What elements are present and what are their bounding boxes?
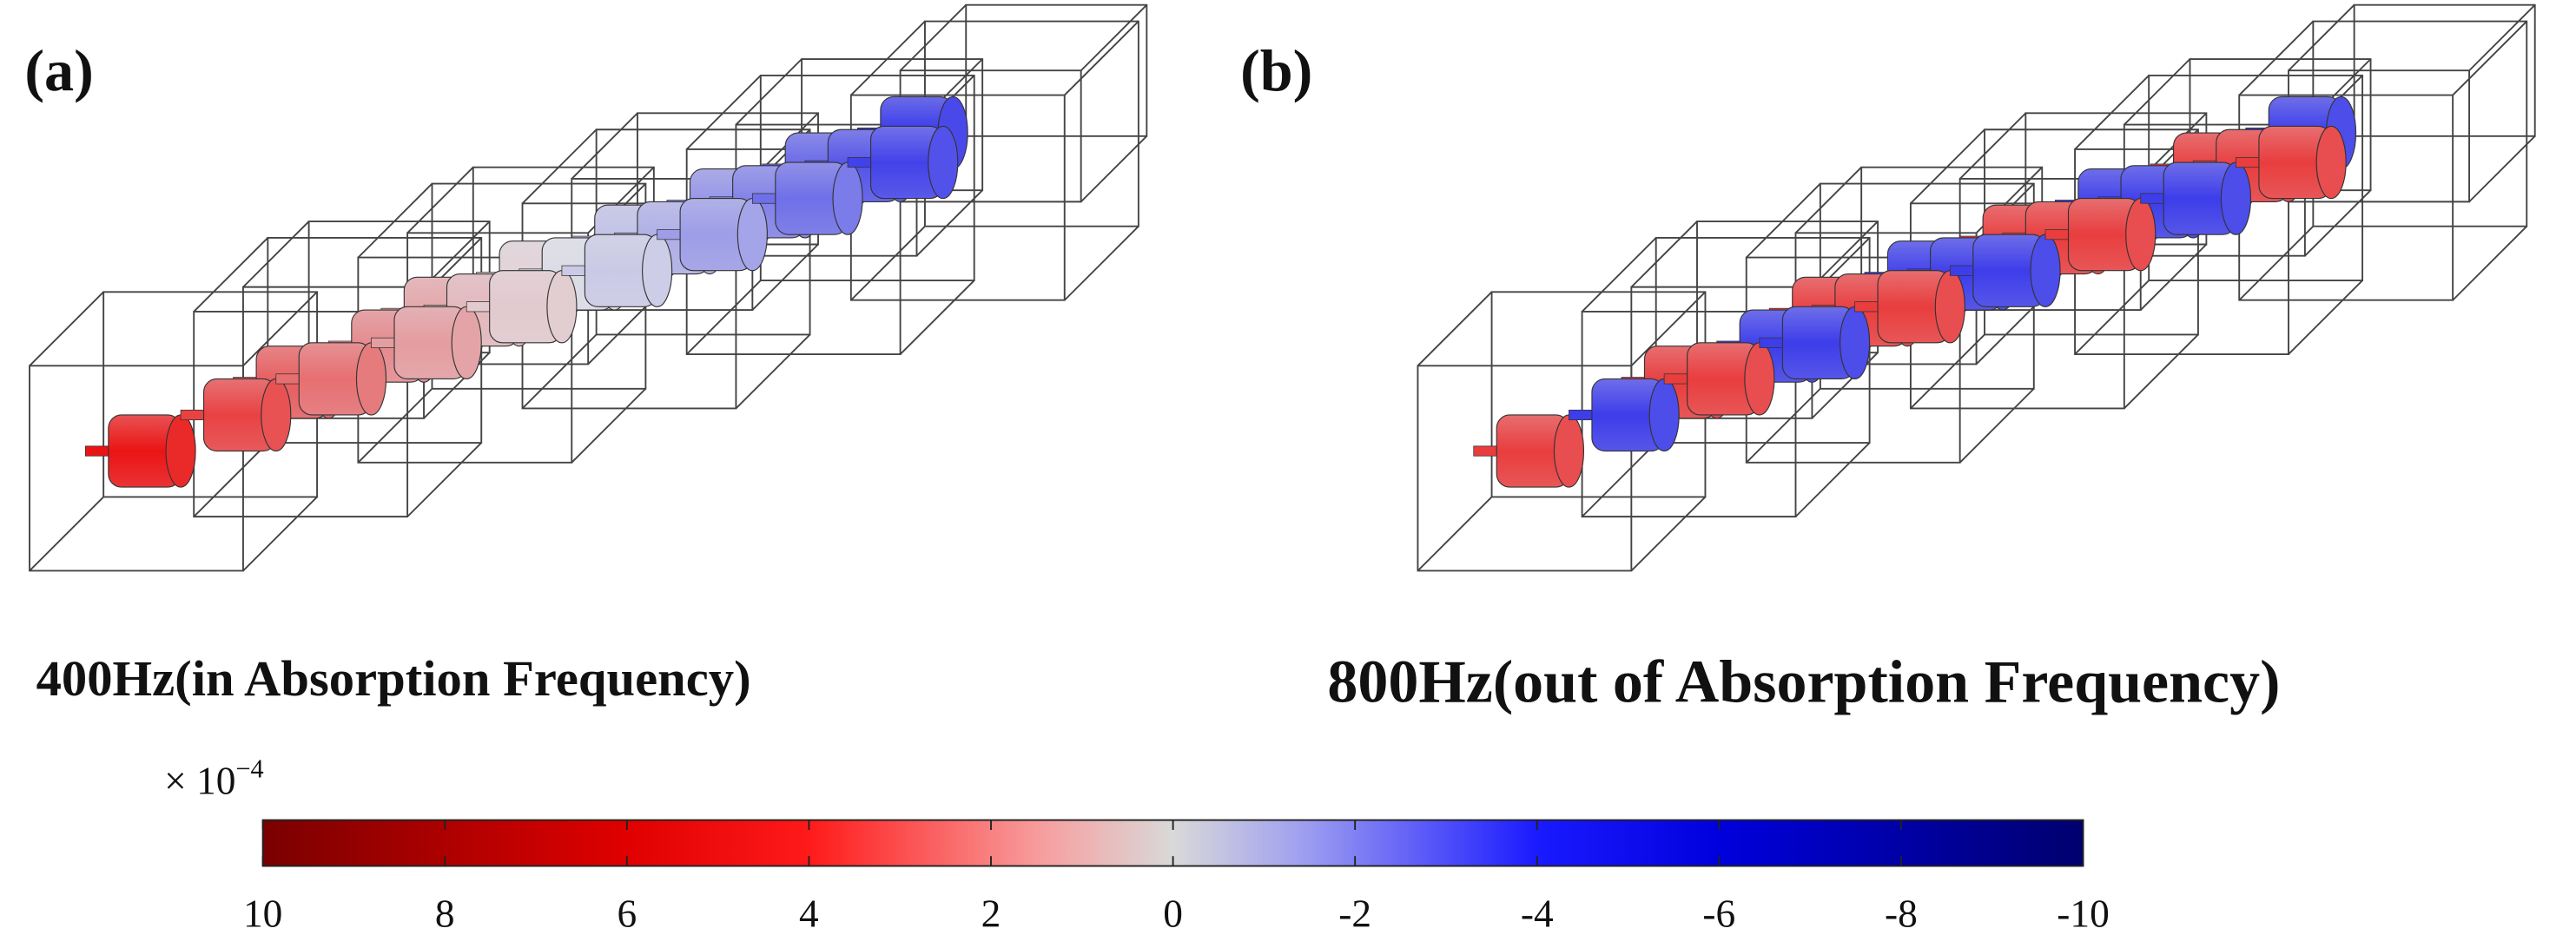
- cylinder-cap: [451, 306, 482, 379]
- cylinder-cap: [355, 342, 387, 416]
- cylinder-cap: [832, 161, 863, 235]
- cylinder-cap: [642, 234, 673, 307]
- simulation-views: [29, 3, 2536, 572]
- tick-label: -4: [1521, 892, 1554, 935]
- tick-label: 4: [799, 892, 819, 935]
- panel-view: [29, 3, 1148, 572]
- cylinder-cap: [2315, 125, 2347, 200]
- multiplier-exponent: −4: [235, 754, 263, 784]
- tick-label: 0: [1163, 892, 1183, 935]
- tick-label: -6: [1702, 892, 1735, 935]
- tick-label: -10: [2057, 892, 2110, 935]
- panel-label: (a): [24, 37, 93, 103]
- panel-label: (b): [1240, 37, 1312, 103]
- cylinder-cap: [165, 414, 196, 488]
- cylinder-cap: [1553, 414, 1585, 488]
- cylinder-cap: [1934, 270, 1965, 344]
- tick-label: 6: [617, 892, 637, 935]
- tick-label: -2: [1338, 892, 1371, 935]
- panel-view: [1417, 3, 2536, 572]
- cylinder-cap: [1840, 306, 1871, 379]
- cylinder-cap: [546, 270, 578, 344]
- cylinder-cap: [2220, 161, 2252, 235]
- cell-box: [849, 20, 1139, 301]
- tick-label: 8: [435, 892, 455, 935]
- cylinder-cap: [261, 378, 292, 452]
- cylinder-cap: [1744, 342, 1775, 416]
- multiplier-base: × 10: [164, 759, 235, 802]
- tick-label: -8: [1885, 892, 1918, 935]
- panel-caption: 800Hz(out of Absorption Frequency): [1327, 649, 2280, 716]
- colorbar-multiplier: × 10−4: [164, 754, 264, 803]
- tick-label: 10: [243, 892, 282, 935]
- cylinder-cap: [2125, 198, 2157, 272]
- cylinder-cap: [736, 198, 768, 272]
- panel-caption: 400Hz(in Absorption Frequency): [36, 650, 751, 707]
- tick-label: 2: [981, 892, 1001, 935]
- cylinder-cap: [928, 125, 959, 200]
- cylinder-cap: [1648, 378, 1680, 452]
- cylinder-cap: [2030, 234, 2061, 307]
- colorbar-ticks: 10 8 6 4 2 0 -2 -4 -6 -8 -10: [243, 820, 2110, 935]
- cell-box: [2238, 20, 2528, 301]
